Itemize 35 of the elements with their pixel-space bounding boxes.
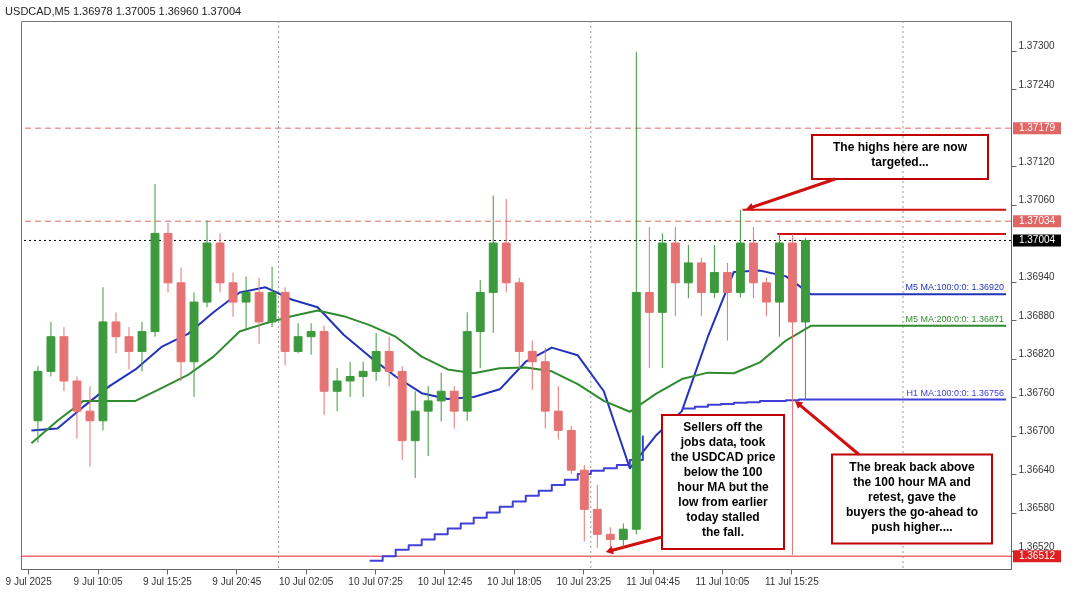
ref-line-label: 1.37034 <box>1018 215 1056 227</box>
annotation: Sellers off the jobs data, took the USDCAD price below the 100 hour MA but the low from earlier today stalled the fall. <box>670 420 776 539</box>
annotation: The highs here are now targeted... <box>832 140 968 169</box>
x-tick-label: 9 Jul 10:05 <box>73 575 123 587</box>
ref-line-label: 1.36512 <box>1018 550 1056 562</box>
y-tick-label: 1.36700 <box>1018 425 1056 437</box>
x-tick-label: 10 Jul 12:45 <box>417 575 473 587</box>
y-tick-label: 1.36820 <box>1018 348 1056 360</box>
y-tick-label: 1.36940 <box>1018 271 1056 283</box>
x-tick-label: 11 Jul 10:05 <box>695 575 750 587</box>
chart-title: USDCAD,M5 1.36978 1.37005 1.36960 1.37004 <box>5 4 242 17</box>
x-tick-label: 9 Jul 15:25 <box>142 575 193 587</box>
ref-line-label: 1.37004 <box>1018 234 1056 246</box>
y-tick-label: 1.37300 <box>1018 40 1056 52</box>
y-tick-label: 1.36520 <box>1018 540 1056 552</box>
series-label: M5 MA:200:0:0: 1.36871 <box>905 313 1004 324</box>
x-tick-label: 10 Jul 07:25 <box>348 575 404 587</box>
x-tick-label: 10 Jul 02:05 <box>278 575 334 587</box>
y-tick-label: 1.37240 <box>1018 78 1056 90</box>
x-tick-label: 9 Jul 2025 <box>5 575 53 587</box>
x-tick-label: 10 Jul 23:25 <box>556 575 612 587</box>
x-tick-label: 11 Jul 04:45 <box>626 575 681 587</box>
ref-line-label: 1.37179 <box>1018 122 1056 134</box>
x-tick-label: 10 Jul 18:05 <box>487 575 543 587</box>
series-label: M5 MA:100:0:0: 1.36920 <box>905 282 1004 293</box>
y-tick-label: 1.36640 <box>1018 463 1056 475</box>
x-tick-label: 11 Jul 15:25 <box>764 575 820 587</box>
series-label: H1 MA:100:0:0: 1.36756 <box>906 387 1004 398</box>
y-tick-label: 1.36760 <box>1018 386 1056 398</box>
y-tick-label: 1.36880 <box>1018 309 1056 321</box>
y-tick-label: 1.37120 <box>1018 155 1056 167</box>
annotation: The break back above the 100 hour MA and retest, gave the buyers the go-ahead to push higher.... <box>845 459 979 534</box>
y-tick-label: 1.37060 <box>1018 194 1056 206</box>
x-tick-label: 9 Jul 20:45 <box>212 575 262 587</box>
y-tick-label: 1.36580 <box>1018 502 1056 514</box>
